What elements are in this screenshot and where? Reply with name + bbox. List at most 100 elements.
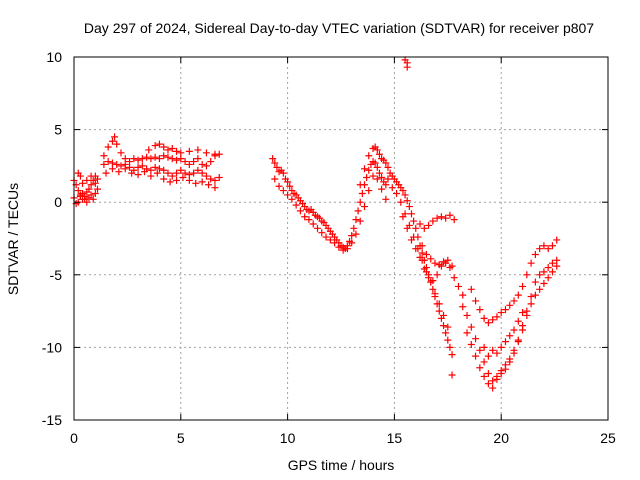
- data-point: [463, 329, 471, 337]
- data-point: [111, 133, 119, 141]
- y-axis-title: SDTVAR / TECUs: [5, 183, 21, 295]
- data-point: [510, 349, 518, 357]
- data-point: [87, 191, 95, 199]
- data-point: [553, 262, 561, 270]
- data-point: [548, 268, 556, 276]
- data-point: [484, 319, 492, 327]
- x-tick-label: 0: [70, 430, 78, 446]
- data-point: [205, 181, 213, 189]
- data-point: [472, 352, 480, 360]
- data-point: [497, 309, 505, 317]
- data-point: [514, 338, 522, 346]
- data-point: [134, 171, 142, 179]
- data-point: [378, 185, 386, 193]
- data-point: [375, 169, 383, 177]
- data-point: [435, 307, 443, 315]
- x-tick-labels: 0 5 10 15 20 25: [70, 430, 616, 446]
- data-point: [79, 189, 87, 197]
- data-point: [422, 250, 430, 258]
- data-point: [352, 230, 360, 238]
- data-point: [207, 175, 215, 183]
- data-point: [418, 242, 426, 250]
- data-point: [83, 198, 91, 206]
- data-point: [198, 160, 206, 168]
- data-point: [497, 343, 505, 351]
- data-point: [427, 255, 435, 263]
- data-point: [536, 245, 544, 253]
- data-point: [164, 153, 172, 161]
- data-point: [418, 249, 426, 257]
- data-point: [91, 179, 99, 187]
- data-point: [155, 155, 163, 163]
- data-point: [179, 174, 187, 182]
- data-point: [514, 317, 522, 325]
- data-point: [378, 174, 386, 182]
- data-point: [420, 224, 428, 232]
- data-point: [305, 216, 313, 224]
- data-point: [322, 233, 330, 241]
- data-point: [382, 195, 390, 203]
- data-point: [160, 166, 168, 174]
- data-point: [506, 301, 514, 309]
- data-point: [83, 176, 91, 184]
- data-point: [489, 316, 497, 324]
- data-point: [117, 162, 125, 170]
- y-tick-label: -15: [42, 412, 62, 428]
- data-point: [93, 175, 101, 183]
- data-point: [185, 160, 193, 168]
- data-point: [373, 175, 381, 183]
- y-tick-labels: -15 -10 -5 0 5 10: [42, 49, 62, 428]
- data-point: [442, 214, 450, 222]
- data-point: [314, 224, 322, 232]
- data-point: [519, 309, 527, 317]
- data-point: [416, 253, 424, 261]
- data-point: [215, 174, 223, 182]
- data-point: [87, 172, 95, 180]
- data-point: [168, 144, 176, 152]
- data-point: [480, 372, 488, 380]
- data-point: [373, 163, 381, 171]
- x-tick-label: 5: [177, 430, 185, 446]
- data-point: [382, 159, 390, 167]
- data-point: [160, 143, 168, 151]
- data-point: [450, 216, 458, 224]
- data-point: [160, 152, 168, 160]
- data-point: [459, 291, 467, 299]
- data-point: [269, 155, 277, 163]
- data-point: [519, 282, 527, 290]
- x-tick-label: 15: [387, 430, 403, 446]
- data-point: [484, 370, 492, 378]
- data-point: [181, 158, 189, 166]
- data-point: [138, 162, 146, 170]
- data-point: [365, 152, 373, 160]
- data-point: [89, 195, 97, 203]
- data-point: [527, 259, 535, 267]
- data-point: [348, 239, 356, 247]
- data-point: [352, 216, 360, 224]
- data-point: [544, 245, 552, 253]
- data-point: [527, 293, 535, 301]
- data-point: [318, 229, 326, 237]
- data-point: [540, 242, 548, 250]
- data-point: [151, 142, 159, 150]
- data-point: [271, 159, 279, 167]
- data-point: [339, 246, 347, 254]
- data-point: [140, 168, 148, 176]
- data-point: [113, 160, 121, 168]
- data-point: [356, 217, 364, 225]
- data-point: [301, 213, 309, 221]
- data-point: [476, 364, 484, 372]
- data-point: [168, 155, 176, 163]
- data-point: [540, 268, 548, 276]
- data-point: [444, 323, 452, 331]
- x-axis-title: GPS time / hours: [288, 457, 395, 473]
- data-point: [177, 166, 185, 174]
- data-point: [155, 165, 163, 173]
- plot-frame: [73, 56, 609, 421]
- data-point: [476, 306, 484, 314]
- data-point: [506, 332, 514, 340]
- data-point: [440, 311, 448, 319]
- data-point: [173, 176, 181, 184]
- data-point: [363, 174, 371, 182]
